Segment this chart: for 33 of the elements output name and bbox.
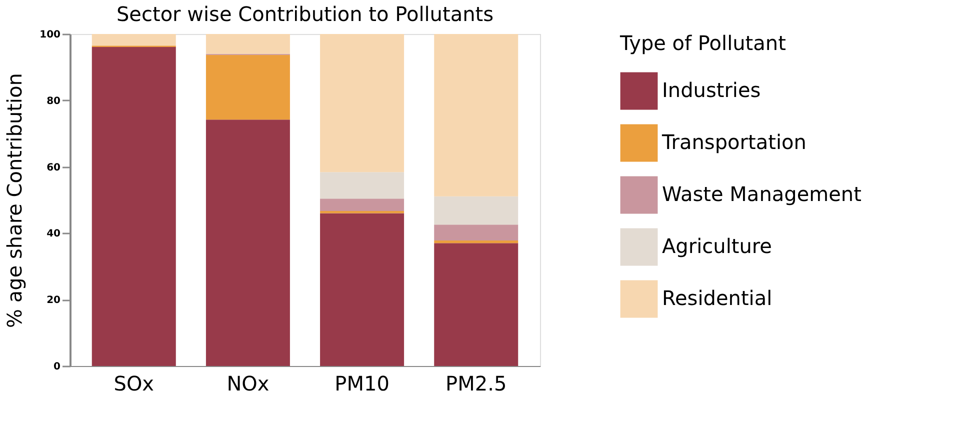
y-tick-label: 20 — [46, 295, 61, 306]
bar — [320, 210, 404, 214]
legend-label: Industries — [662, 78, 761, 102]
legend-label: Waste Management — [662, 182, 862, 206]
legend-label: Agriculture — [662, 234, 772, 258]
bar — [434, 240, 518, 244]
x-tick-label: PM2.5 — [446, 372, 507, 396]
legend-title: Type of Pollutant — [619, 31, 786, 55]
bar — [92, 34, 176, 46]
bar — [434, 224, 518, 241]
y-tick-label: 60 — [46, 162, 61, 174]
bar — [206, 34, 290, 54]
bar — [92, 46, 176, 366]
bar — [434, 243, 518, 366]
y-tick-label: 0 — [54, 362, 61, 372]
chart-title: Sector wise Contribution to Pollutants — [116, 2, 494, 26]
bar — [206, 54, 290, 120]
x-tick-label: PM10 — [334, 372, 390, 396]
y-tick-label: 100 — [40, 30, 61, 40]
bar — [206, 120, 290, 366]
bar — [320, 34, 404, 172]
x-tick-label: NOx — [226, 372, 270, 396]
y-tick-label: 80 — [46, 96, 61, 107]
bar — [434, 196, 518, 225]
bar — [434, 34, 518, 196]
y-tick-label: 40 — [46, 228, 61, 240]
legend-label: Transportation — [661, 130, 806, 154]
legend-label: Residential — [662, 286, 772, 310]
bar — [320, 172, 404, 199]
x-tick-label: SOx — [114, 372, 154, 396]
y-axis-title: % age share Contribution — [2, 73, 27, 328]
bar — [320, 198, 404, 211]
bar — [320, 213, 404, 366]
